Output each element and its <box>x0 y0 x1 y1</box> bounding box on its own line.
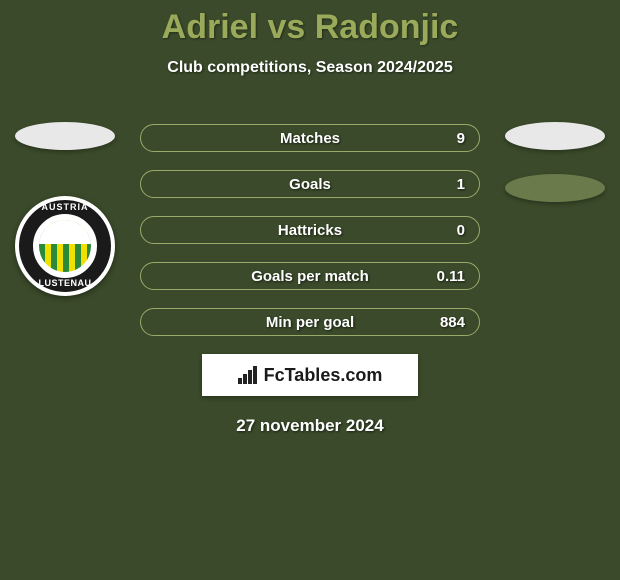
stat-value: 884 <box>440 314 465 331</box>
stat-value: 1 <box>457 176 465 193</box>
badge-text-top: AUSTRIA <box>15 202 115 212</box>
club2-placeholder <box>505 174 605 202</box>
brand-box[interactable]: FcTables.com <box>202 354 418 396</box>
stat-value: 0.11 <box>437 268 465 285</box>
stat-row-matches: Matches 9 <box>140 124 480 152</box>
page-title: Adriel vs Radonjic <box>0 0 620 47</box>
stats-card: Adriel vs Radonjic Club competitions, Se… <box>0 0 620 580</box>
right-column <box>500 122 610 202</box>
page-subtitle: Club competitions, Season 2024/2025 <box>0 59 620 77</box>
stat-label: Goals <box>289 176 331 193</box>
footer-date: 27 november 2024 <box>140 416 480 436</box>
left-column: AUSTRIA LUSTENAU <box>10 122 120 296</box>
stat-label: Goals per match <box>251 268 369 285</box>
stat-label: Hattricks <box>278 222 342 239</box>
player2-placeholder <box>505 122 605 150</box>
stat-row-hattricks: Hattricks 0 <box>140 216 480 244</box>
stat-value: 9 <box>457 130 465 147</box>
badge-stripes <box>39 220 91 272</box>
stat-row-goals: Goals 1 <box>140 170 480 198</box>
stat-label: Min per goal <box>266 314 354 331</box>
badge-text-bottom: LUSTENAU <box>15 278 115 288</box>
brand-text: FcTables.com <box>264 365 383 386</box>
bars-icon <box>238 366 258 384</box>
club-badge: AUSTRIA LUSTENAU <box>15 196 115 296</box>
player1-placeholder <box>15 122 115 150</box>
stat-row-mpg: Min per goal 884 <box>140 308 480 336</box>
stats-column: Matches 9 Goals 1 Hattricks 0 Goals per … <box>140 124 480 436</box>
stat-label: Matches <box>280 130 340 147</box>
stat-row-gpm: Goals per match 0.11 <box>140 262 480 290</box>
stat-value: 0 <box>457 222 465 239</box>
